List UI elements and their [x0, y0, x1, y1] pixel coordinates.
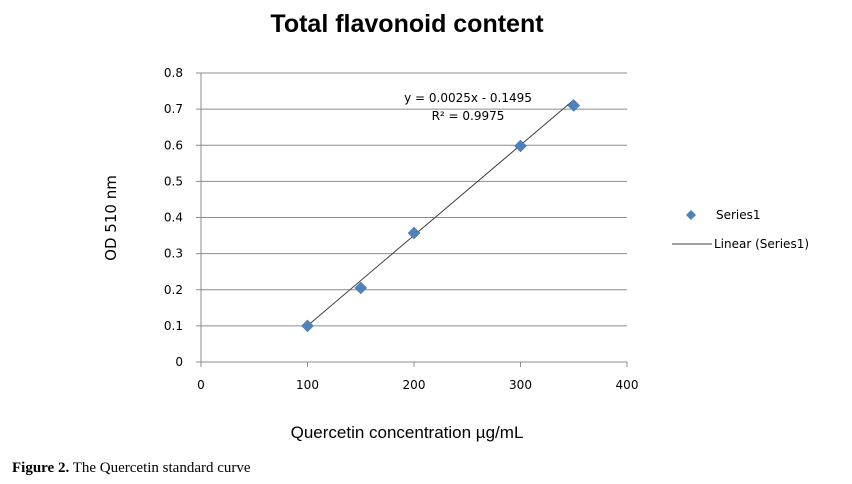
figure-caption-label: Figure 2.	[12, 460, 70, 476]
x-axis-label: Quercetin concentration µg/mL	[291, 423, 524, 442]
y-tick-label: 0.8	[164, 66, 183, 80]
chart-title: Total flavonoid content	[270, 10, 544, 38]
chart: Total flavonoid content 0 0.1 0.2 0.3 0.4 0.5…	[102, 10, 809, 442]
trendline-equation: y = 0.0025x - 0.1495	[404, 91, 532, 105]
x-tick-labels: 0 100 200 300 400	[197, 378, 638, 392]
legend-label-trendline: Linear (Series1)	[714, 237, 809, 251]
figure-caption: Figure 2. The Quercetin standard curve	[12, 460, 251, 477]
legend: Series1 Linear (Series1)	[672, 208, 809, 251]
y-axis-label: OD 510 nm	[102, 175, 120, 261]
y-tick-labels: 0 0.1 0.2 0.3 0.4 0.5 0.6 0.7 0.8	[164, 66, 183, 369]
y-tick-label: 0.1	[164, 319, 183, 333]
y-tick-label: 0.4	[164, 211, 183, 225]
x-tick-label: 200	[403, 378, 426, 392]
axes	[200, 73, 628, 367]
x-tick-label: 100	[296, 378, 319, 392]
y-tick-label: 0	[175, 355, 183, 369]
y-tick-label: 0.3	[164, 247, 183, 261]
y-tick-label: 0.7	[164, 102, 183, 116]
data-point	[407, 226, 421, 240]
y-tick-label: 0.5	[164, 174, 183, 188]
figure-caption-text: The Quercetin standard curve	[69, 460, 251, 476]
grid	[196, 72, 627, 363]
r-squared-label: R² = 0.9975	[432, 109, 505, 123]
x-tick-label: 400	[616, 378, 639, 392]
data-point	[567, 99, 581, 112]
data-point	[514, 139, 527, 153]
legend-label-series1: Series1	[716, 208, 761, 222]
trendline	[307, 99, 575, 327]
data-point	[354, 281, 368, 295]
data-point	[301, 319, 314, 333]
data-points	[301, 99, 581, 333]
x-tick-label: 0	[197, 378, 205, 392]
y-tick-label: 0.2	[164, 283, 183, 297]
x-tick-label: 300	[509, 378, 532, 392]
legend-marker-series1	[686, 210, 696, 220]
y-tick-label: 0.6	[164, 138, 183, 152]
trendline-group	[307, 99, 575, 327]
